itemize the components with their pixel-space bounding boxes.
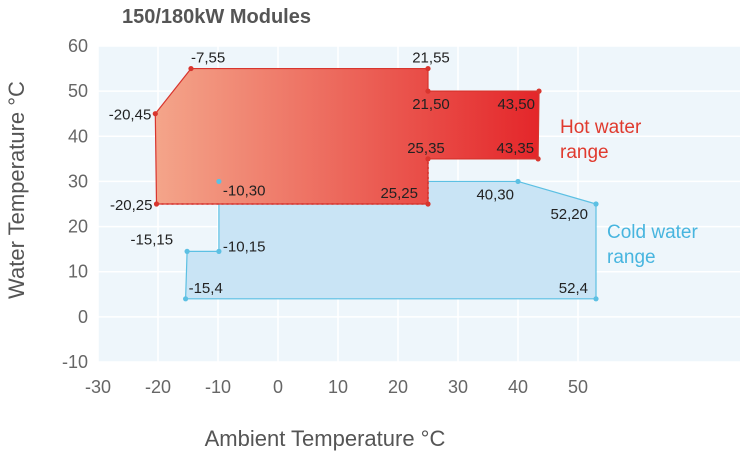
- cold-water-point: [183, 296, 189, 302]
- ticks: -30 -20 -10 0 10 20 30 40 50 60 50 40 30 20 10 0 -10: [62, 36, 588, 397]
- hot-water-point-label: -20,25: [110, 197, 153, 214]
- cold-water-point-label: 52,20: [550, 206, 588, 223]
- hot-water-point: [153, 201, 160, 207]
- chart-title: 150/180kW Modules: [122, 6, 311, 28]
- x-tick-label: 20: [388, 377, 408, 397]
- cold-water-point: [216, 248, 222, 254]
- y-tick-label: 30: [68, 171, 88, 191]
- y-tick-label: 10: [68, 262, 88, 282]
- x-tick-label: -30: [85, 377, 111, 397]
- x-tick-label: -20: [145, 377, 171, 397]
- cold-water-point-label: 40,30: [476, 186, 514, 203]
- cold-water-point-label: 52,4: [559, 280, 588, 297]
- hot-water-point-label: 21,55: [412, 50, 450, 67]
- cold-water-point: [184, 248, 190, 254]
- cold-water-point: [515, 178, 521, 185]
- hot-water-point: [425, 88, 431, 94]
- cold-water-point-label: -10,30: [223, 182, 266, 199]
- hot-water-range-label: Hot water: [560, 117, 642, 138]
- y-tick-label: 20: [68, 217, 88, 237]
- hot-water-point-label: 43,50: [497, 96, 535, 113]
- cold-water-point-label: -10,15: [223, 238, 266, 255]
- x-tick-label: 30: [448, 377, 468, 397]
- x-axis-label: Ambient Temperature °C: [205, 426, 446, 451]
- x-tick-label: -10: [205, 377, 231, 397]
- hot-water-point-label: 43,35: [497, 140, 535, 157]
- hot-water-point-label: 25,25: [380, 185, 418, 202]
- hot-water-point-label: -7,55: [191, 50, 225, 67]
- cold-water-range-label: Cold water: [607, 222, 698, 243]
- hot-water-point: [425, 156, 431, 162]
- cold-water-range-label: range: [607, 247, 656, 268]
- cold-water-point: [593, 296, 599, 302]
- cold-water-point-label: -15,4: [189, 280, 223, 297]
- cold-water-point-label: -15,15: [131, 231, 174, 248]
- hot-water-range-label: range: [560, 142, 609, 163]
- hot-water-point-label: 21,50: [412, 96, 450, 113]
- hot-water-point: [535, 156, 541, 162]
- hot-water-point: [425, 201, 431, 207]
- x-tick-label: 50: [568, 377, 588, 397]
- y-tick-label: 60: [68, 36, 88, 56]
- hot-water-point: [425, 65, 431, 72]
- cold-water-point: [593, 201, 599, 207]
- hot-water-point-label: 25,35: [407, 140, 445, 157]
- y-tick-label: 50: [68, 81, 88, 101]
- hot-water-point: [536, 88, 542, 94]
- hot-water-point: [152, 111, 158, 117]
- y-axis-label: Water Temperature °C: [4, 81, 29, 299]
- x-tick-label: 0: [273, 377, 283, 397]
- hot-water-point-label: -20,45: [109, 107, 152, 124]
- series-layer: -15,4 -15,15 -10,15 -10,30 40,30 52,20 52,4 -20…: [109, 50, 698, 302]
- x-tick-label: 40: [508, 377, 528, 397]
- y-tick-label: 40: [68, 126, 88, 146]
- hot-water-point: [188, 65, 194, 72]
- y-tick-label: 0: [78, 307, 88, 327]
- x-tick-label: 10: [328, 377, 348, 397]
- cold-water-point: [216, 178, 222, 185]
- y-tick-label: -10: [62, 352, 88, 372]
